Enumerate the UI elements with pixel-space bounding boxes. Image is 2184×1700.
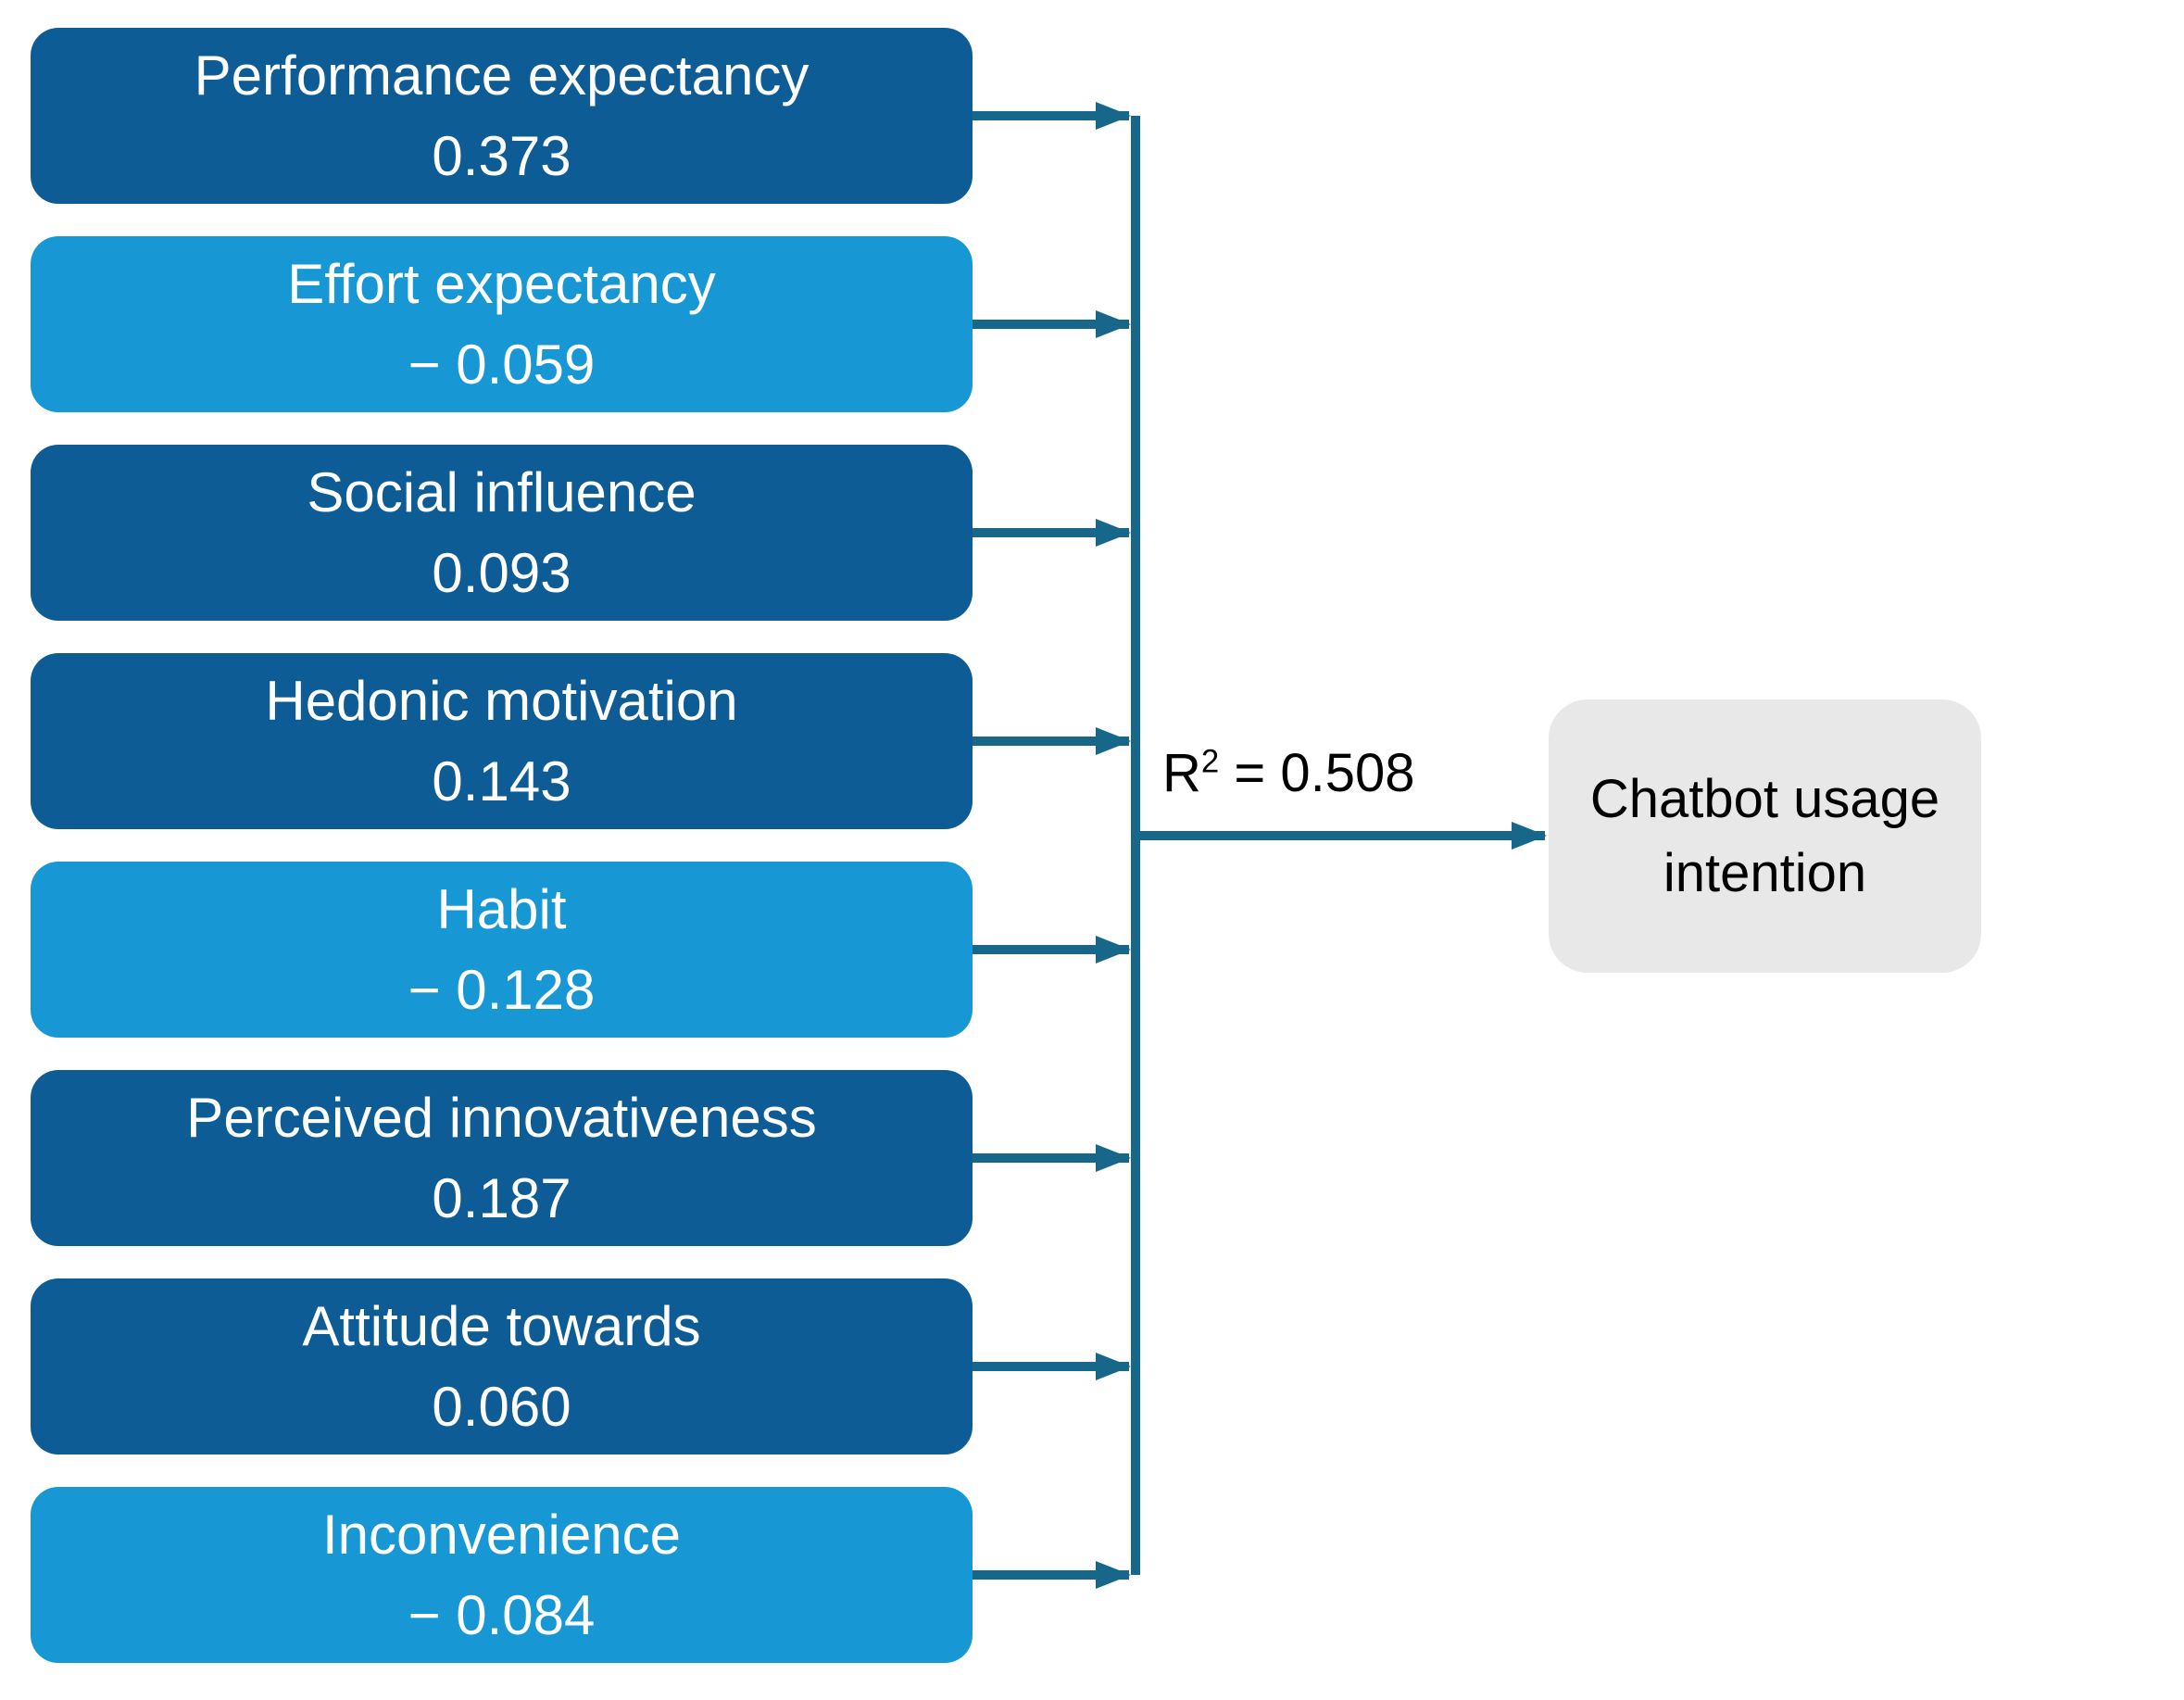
- factor-label: Inconvenience: [322, 1504, 681, 1566]
- r-squared-label: R2 = 0.508: [1162, 741, 1415, 806]
- factor-value: − 0.084: [408, 1584, 596, 1646]
- target-box-chatbot-usage-intention: Chatbot usage intention: [1549, 699, 1981, 973]
- r-squared-value: = 0.508: [1219, 743, 1415, 803]
- factor-label: Attitude towards: [302, 1295, 701, 1357]
- factor-value: 0.143: [432, 750, 571, 812]
- factor-box-habit: Habit − 0.128: [31, 862, 973, 1038]
- factor-label: Hedonic motivation: [265, 670, 738, 732]
- factor-value: 0.060: [432, 1376, 571, 1438]
- factor-box-perceived-innovativeness: Perceived innovativeness 0.187: [31, 1070, 973, 1246]
- factor-label: Perceived innovativeness: [186, 1087, 817, 1149]
- factor-box-social-influence: Social influence 0.093: [31, 445, 973, 621]
- factor-label: Performance expectancy: [194, 44, 810, 107]
- factor-box-performance-expectancy: Performance expectancy 0.373: [31, 28, 973, 204]
- factor-box-effort-expectancy: Effort expectancy − 0.059: [31, 236, 973, 412]
- factor-value: 0.373: [432, 125, 571, 187]
- target-label: Chatbot usage intention: [1589, 768, 1940, 903]
- r-squared-base: R: [1162, 743, 1201, 803]
- factor-value: − 0.059: [408, 334, 596, 396]
- factor-box-attitude-towards: Attitude towards 0.060: [31, 1278, 973, 1454]
- factor-box-hedonic-motivation: Hedonic motivation 0.143: [31, 653, 973, 829]
- factor-label: Habit: [436, 878, 567, 940]
- factor-value: 0.187: [432, 1167, 571, 1229]
- factor-box-inconvenience: Inconvenience − 0.084: [31, 1487, 973, 1663]
- factor-value: − 0.128: [408, 959, 596, 1021]
- factor-label: Effort expectancy: [287, 253, 716, 315]
- factor-label: Social influence: [307, 461, 697, 523]
- factor-value: 0.093: [432, 542, 571, 604]
- r-squared-exponent: 2: [1200, 743, 1220, 780]
